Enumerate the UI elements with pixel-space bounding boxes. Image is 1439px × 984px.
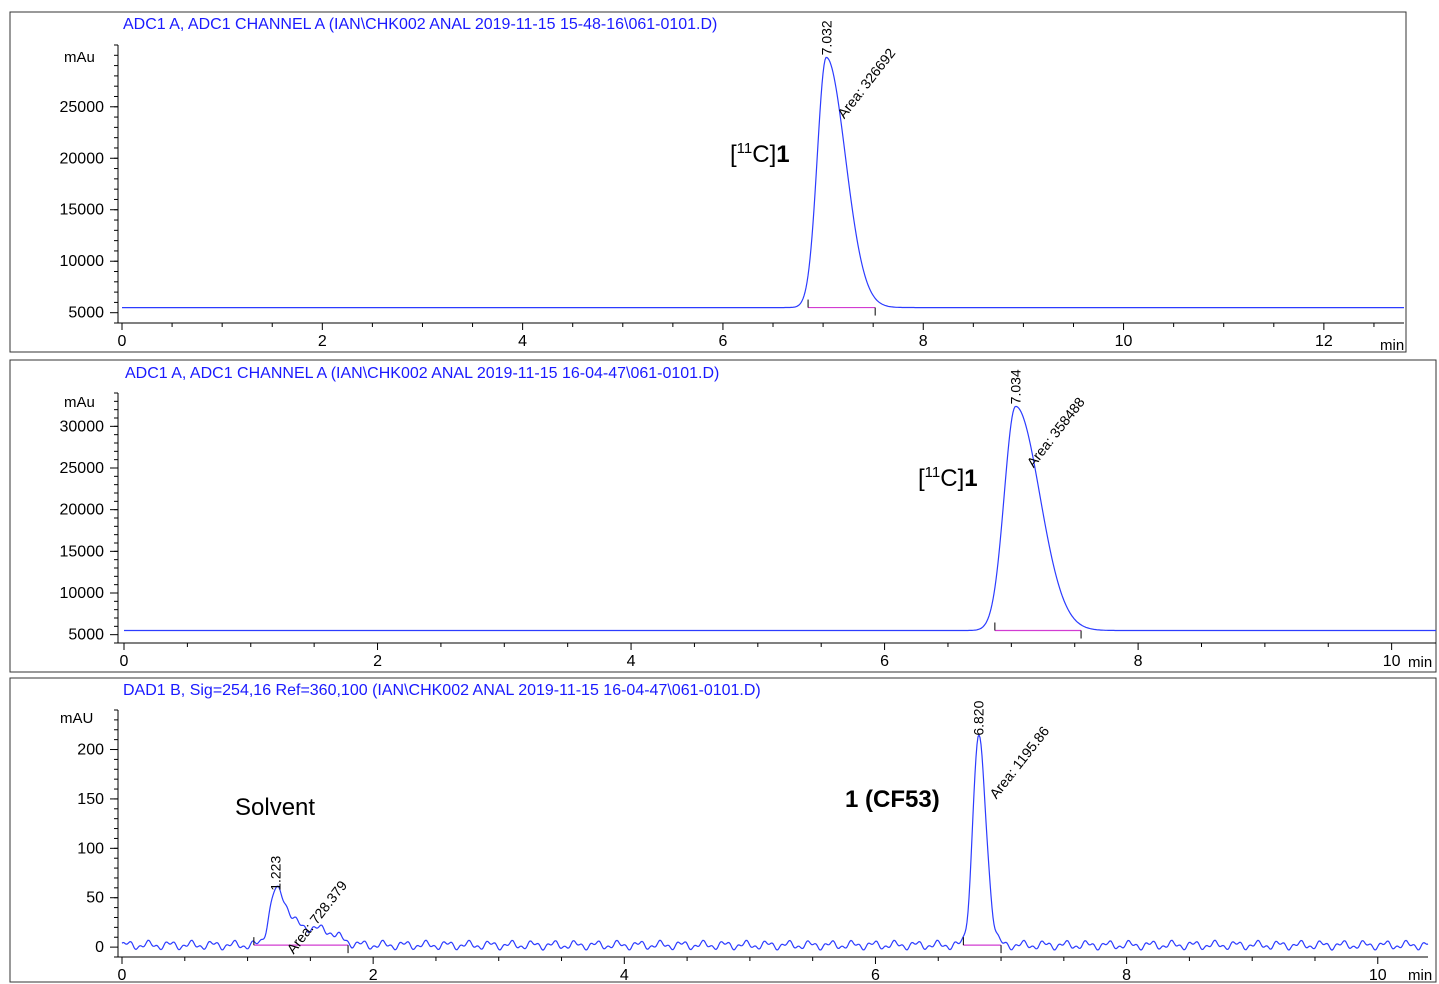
y-tick-label: 25000 <box>60 99 105 116</box>
panel-3-y-unit: mAU <box>60 710 93 727</box>
x-tick-label: 12 <box>1315 333 1333 350</box>
y-tick-label: 10000 <box>60 253 105 270</box>
y-tick-label: 0 <box>95 939 104 956</box>
x-tick-label: 4 <box>627 653 636 670</box>
x-tick-label: 2 <box>373 653 382 670</box>
y-tick-label: 25000 <box>60 460 105 477</box>
panel-2-x-unit: min <box>1408 654 1432 671</box>
x-tick-label: 2 <box>318 333 327 350</box>
peak-retention-time-label: 6.820 <box>970 700 986 735</box>
panel-2-ticks: 0 2 4 6 8 10 5000 10000 15000 20000 25000 30000 <box>60 392 1401 670</box>
x-tick-label: 2 <box>369 967 378 984</box>
panel-1-x-unit: min <box>1380 337 1404 354</box>
y-tick-label: 100 <box>77 840 104 857</box>
x-tick-label: 10 <box>1383 653 1401 670</box>
panel-3-compound-label-1: Solvent <box>235 794 315 821</box>
panel-1-title: ADC1 A, ADC1 CHANNEL A (IAN\CHK002 ANAL … <box>123 16 717 33</box>
x-tick-label: 0 <box>118 333 127 350</box>
x-tick-label: 0 <box>118 967 127 984</box>
panel-3-trace <box>121 733 1429 951</box>
panel-1-trace <box>122 56 1404 309</box>
panel-3-compound-label-2: 1 (CF53) <box>845 786 940 813</box>
x-tick-label: 8 <box>1134 653 1143 670</box>
x-tick-label: 8 <box>1122 967 1131 984</box>
chromatogram-panel-1: ADC1 A, ADC1 CHANNEL A (IAN\CHK002 ANAL … <box>9 11 1407 354</box>
panel-3-title: DAD1 B, Sig=254,16 Ref=360,100 (IAN\CHK0… <box>123 682 761 699</box>
chromatogram-panel-3: DAD1 B, Sig=254,16 Ref=360,100 (IAN\CHK0… <box>9 677 1437 984</box>
peak-area-label: Area: 326692 <box>834 45 898 121</box>
panel-1-border <box>9 11 1407 353</box>
x-tick-label: 10 <box>1115 333 1133 350</box>
y-tick-label: 50 <box>86 890 104 907</box>
panel-3-baselines <box>253 937 1002 954</box>
panel-1-compound-label: [11C]1 <box>730 140 790 168</box>
panel-2-baselines <box>994 622 1082 639</box>
x-tick-label: 6 <box>718 333 727 350</box>
y-tick-label: 200 <box>77 742 104 759</box>
x-tick-label: 0 <box>120 653 129 670</box>
panel-1-y-unit: mAu <box>64 49 95 66</box>
y-tick-label: 150 <box>77 791 104 808</box>
x-tick-label: 10 <box>1369 967 1387 984</box>
chromatogram-panel-2: ADC1 A, ADC1 CHANNEL A (IAN\CHK002 ANAL … <box>9 359 1437 673</box>
y-tick-label: 20000 <box>60 150 105 167</box>
y-tick-label: 20000 <box>60 502 105 519</box>
x-tick-label: 6 <box>880 653 889 670</box>
peak-retention-time-label: 7.032 <box>818 20 834 55</box>
panel-2-compound-label: [11C]1 <box>918 464 978 492</box>
x-tick-label: 8 <box>919 333 928 350</box>
panel-2-border <box>9 359 1437 673</box>
panel-2-title: ADC1 A, ADC1 CHANNEL A (IAN\CHK002 ANAL … <box>125 365 719 382</box>
y-tick-label: 5000 <box>68 627 104 644</box>
panel-3-x-unit: min <box>1408 967 1432 984</box>
peak-retention-time-label: 7.034 <box>1008 369 1024 404</box>
panel-2-y-unit: mAu <box>64 394 95 411</box>
x-tick-label: 6 <box>871 967 880 984</box>
x-tick-label: 4 <box>620 967 629 984</box>
y-tick-label: 15000 <box>60 543 105 560</box>
panel-3-border <box>9 677 1437 983</box>
peak-area-label: Area: 358488 <box>1023 394 1087 470</box>
y-tick-label: 15000 <box>60 202 105 219</box>
peak-retention-time-label: 1.223 <box>268 856 284 891</box>
panel-1-ticks: 0 2 4 6 8 10 12 5000 10000 15000 20000 25000 <box>60 44 1375 350</box>
peak-area-label: Area: 1195.86 <box>986 723 1052 802</box>
y-tick-label: 5000 <box>68 305 104 322</box>
x-tick-label: 4 <box>518 333 527 350</box>
y-tick-label: 10000 <box>60 585 105 602</box>
y-tick-label: 30000 <box>60 418 105 435</box>
panel-2-trace <box>124 405 1436 632</box>
panel-1-baselines <box>807 299 876 316</box>
